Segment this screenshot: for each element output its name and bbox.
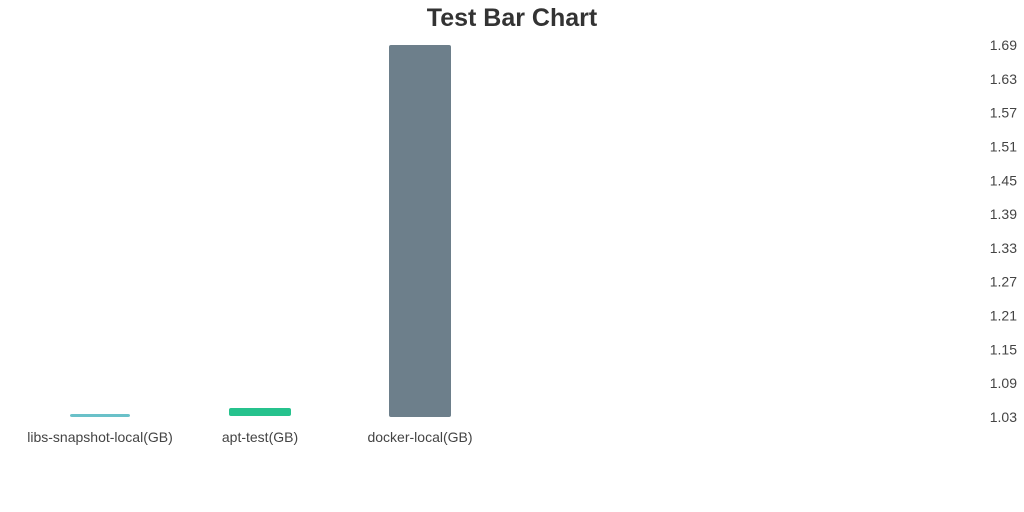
y-tick-label: 1.51: [990, 138, 1017, 154]
x-tick-label: docker-local(GB): [367, 429, 472, 445]
y-tick-label: 1.39: [990, 206, 1017, 222]
y-tick-label: 1.57: [990, 105, 1017, 121]
y-tick-label: 1.27: [990, 274, 1017, 290]
bar-2[interactable]: [229, 408, 291, 416]
y-tick-label: 1.69: [990, 37, 1017, 53]
bar-3[interactable]: [389, 45, 451, 417]
x-tick-label: libs-snapshot-local(GB): [27, 429, 173, 445]
x-tick-label: apt-test(GB): [222, 429, 298, 445]
y-tick-label: 1.63: [990, 71, 1017, 87]
y-tick-label: 1.21: [990, 308, 1017, 324]
bar-1[interactable]: [70, 414, 130, 417]
y-tick-label: 1.09: [990, 375, 1017, 391]
chart-title: Test Bar Chart: [426, 4, 598, 32]
x-axis-labels: libs-snapshot-local(GB) apt-test(GB) docke…: [27, 429, 472, 445]
y-tick-label: 1.45: [990, 172, 1017, 188]
bars-layer: [70, 45, 451, 417]
y-tick-label: 1.33: [990, 240, 1017, 256]
y-tick-label: 1.15: [990, 341, 1017, 357]
y-tick-label: 1.03: [990, 409, 1017, 425]
y-axis-ticks: 1.69 1.63 1.57 1.51 1.45 1.39 1.33 1.27 1.21 1.15…: [990, 37, 1017, 425]
